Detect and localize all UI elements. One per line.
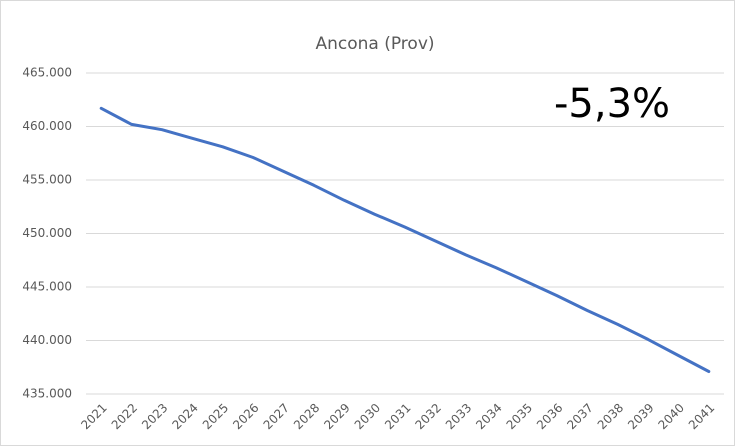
annotation: -5,3% [554, 81, 670, 127]
chart-title: Ancona (Prov) [315, 34, 434, 54]
y-tick-label: 465.000 [22, 66, 72, 80]
y-tick-label: 435.000 [22, 387, 72, 401]
y-tick-label: 460.000 [22, 119, 72, 133]
y-tick-label: 445.000 [22, 280, 72, 294]
data-line [99, 106, 711, 373]
y-tick-label: 455.000 [22, 173, 72, 187]
y-tick-label: 450.000 [22, 226, 72, 240]
y-tick-label: 440.000 [22, 333, 72, 347]
